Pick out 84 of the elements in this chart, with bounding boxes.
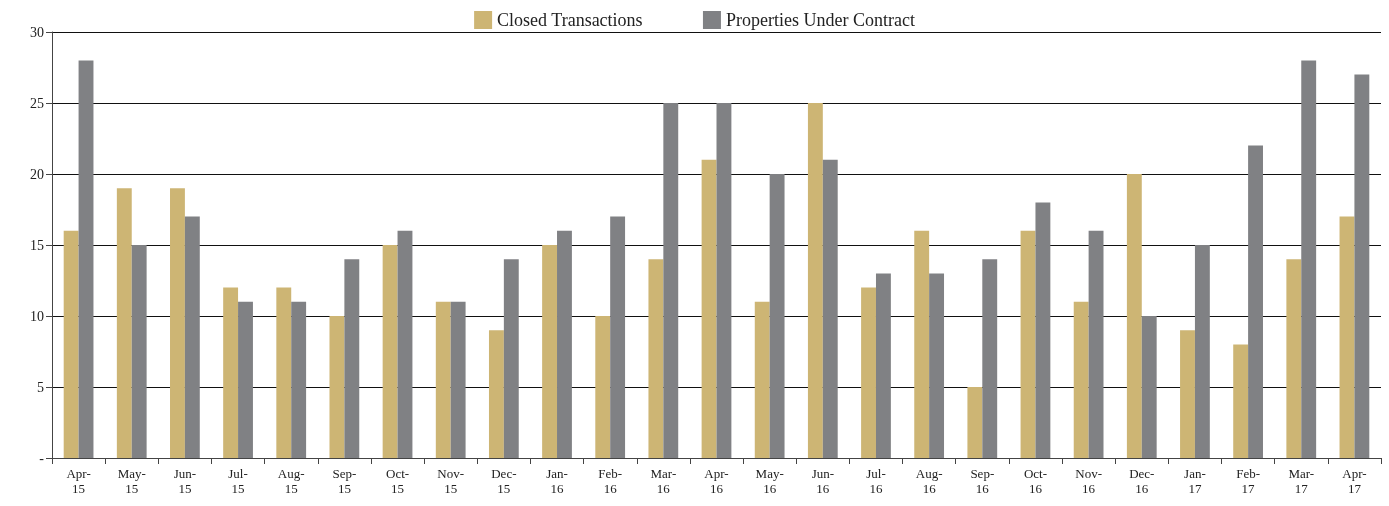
y-tick-label: 15 xyxy=(30,237,44,253)
bar xyxy=(1339,216,1355,458)
x-tick-label: Aug-15 xyxy=(277,466,305,496)
x-tick-label: May-15 xyxy=(117,466,146,496)
bar xyxy=(170,188,185,458)
bar xyxy=(63,230,79,458)
bar xyxy=(1233,344,1249,458)
x-tick-label: Nov-16 xyxy=(1075,466,1102,496)
bar xyxy=(1286,259,1302,458)
bar xyxy=(223,287,239,458)
bar xyxy=(382,245,398,458)
bar xyxy=(291,301,307,458)
x-tick-label: Mar-17 xyxy=(1288,466,1315,496)
bar xyxy=(1073,301,1089,458)
bar xyxy=(1301,60,1317,458)
bar xyxy=(807,103,823,458)
bar xyxy=(967,387,983,458)
x-tick-label: Apr-16 xyxy=(704,466,729,496)
bar xyxy=(1194,245,1210,458)
bar xyxy=(116,188,132,458)
bar xyxy=(503,259,519,458)
bar xyxy=(1141,316,1157,458)
bar xyxy=(754,301,770,458)
bar xyxy=(610,216,626,458)
x-tick-label: Mar-16 xyxy=(650,466,677,496)
x-tick-label: May-16 xyxy=(755,466,784,496)
bar xyxy=(1126,174,1142,458)
bar xyxy=(1035,202,1051,458)
bar xyxy=(1020,230,1036,458)
bar xyxy=(1248,145,1263,458)
x-tick-label: Apr-15 xyxy=(66,466,91,496)
bar xyxy=(450,301,466,458)
bar xyxy=(238,301,253,458)
bar xyxy=(663,103,679,458)
x-tick-label: Sep-15 xyxy=(332,466,357,496)
bar xyxy=(344,259,360,458)
bar xyxy=(435,301,451,458)
y-tick-label: 25 xyxy=(30,95,44,111)
bar xyxy=(1180,330,1195,458)
x-tick-label: Jul-15 xyxy=(228,466,248,496)
bar xyxy=(276,287,292,458)
bar xyxy=(131,245,147,458)
y-tick-label: 10 xyxy=(30,308,44,324)
bar xyxy=(1088,230,1104,458)
bar xyxy=(557,230,572,458)
bar xyxy=(716,103,732,458)
bar xyxy=(329,316,345,458)
x-tick-label: Jan-16 xyxy=(546,466,568,496)
x-tick-label: Sep-16 xyxy=(970,466,995,496)
bar xyxy=(488,330,504,458)
x-tick-label: Feb-16 xyxy=(598,466,623,496)
bar xyxy=(769,174,785,458)
bar xyxy=(78,60,94,458)
bar xyxy=(875,273,891,458)
bar xyxy=(861,287,876,458)
bar xyxy=(648,259,664,458)
bar xyxy=(701,159,717,458)
legend-label: Properties Under Contract xyxy=(725,10,915,30)
y-tick-label: - xyxy=(39,450,45,466)
x-tick-label: Dec-16 xyxy=(1129,466,1155,496)
y-tick-label: 30 xyxy=(30,24,44,40)
x-tick-label: Oct-16 xyxy=(1023,466,1048,496)
x-tick-label: Oct-15 xyxy=(385,466,410,496)
y-tick-label: 20 xyxy=(30,166,44,182)
x-tick-label: Jul-16 xyxy=(866,466,886,496)
bar xyxy=(982,259,998,458)
y-tick-label: 5 xyxy=(37,379,44,395)
bar xyxy=(914,230,930,458)
bar xyxy=(184,216,200,458)
bar xyxy=(1354,74,1370,458)
x-tick-label: Jun-16 xyxy=(811,466,835,496)
bar xyxy=(929,273,945,458)
legend-label: Closed Transactions xyxy=(497,10,643,30)
x-tick-label: Dec-15 xyxy=(491,466,517,496)
bar xyxy=(822,159,838,458)
x-tick-label: Jan-17 xyxy=(1184,466,1206,496)
x-tick-label: Feb-17 xyxy=(1236,466,1261,496)
x-tick-label: Aug-16 xyxy=(915,466,943,496)
x-tick-label: Jun-15 xyxy=(173,466,197,496)
bar xyxy=(397,230,413,458)
bar xyxy=(542,245,558,458)
x-tick-label: Apr-17 xyxy=(1342,466,1367,496)
x-tick-label: Nov-15 xyxy=(437,466,465,496)
bar xyxy=(595,316,611,458)
